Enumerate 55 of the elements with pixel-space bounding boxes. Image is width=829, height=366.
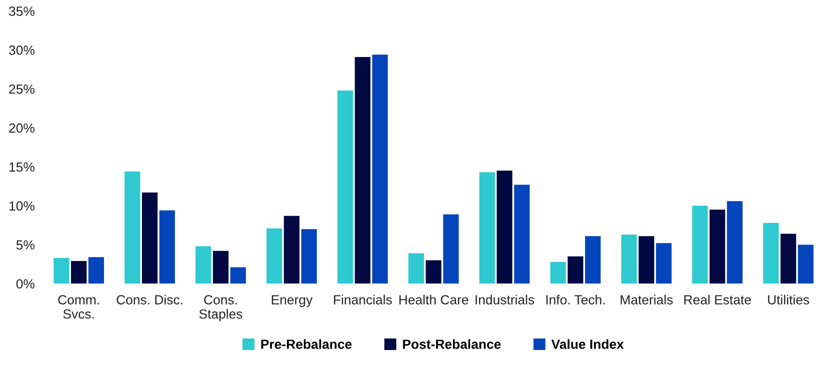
bar [798,244,814,284]
bar [514,184,530,284]
x-tick-label: Real Estate [684,294,751,304]
bar [426,260,442,284]
bar [621,234,637,284]
bar [496,170,512,284]
bar [568,256,584,284]
x-tick-label: Utilities [768,294,810,304]
bar [284,216,300,284]
x-tick-label: Energy [272,295,313,308]
bar [638,236,654,284]
x-tick-label: Cons. Staples [199,295,242,322]
bar [443,214,459,284]
y-tick-label: 25% [9,84,34,94]
x-tick-label: Materials [620,294,673,304]
bar [372,54,388,284]
y-tick-label: 5% [16,240,34,250]
y-tick-label: 30% [9,46,34,55]
bar [726,201,743,284]
legend-label: Pre-Rebalance [261,339,352,349]
x-tick-label: Comm. Svcs. [58,295,99,319]
bar [656,243,672,284]
bar [196,246,212,284]
bar [159,210,175,284]
bar [710,210,726,284]
bar [230,267,246,284]
bar [763,222,779,284]
x-tick-label: Industrials [476,294,534,304]
bar [212,250,229,284]
bar [337,90,354,284]
bar [692,206,708,284]
bar [301,229,317,284]
x-tick-label: Info. Tech. [546,294,605,304]
bar [550,262,566,284]
y-tick-label: 35% [9,6,34,16]
bar [54,258,70,284]
bar [479,172,495,284]
y-tick-label: 0% [16,279,34,289]
bar [408,253,424,284]
bar [71,261,87,284]
bar [124,171,140,284]
bar [142,192,158,284]
y-tick-label: 10% [10,201,34,211]
y-tick-label: 20% [9,123,34,133]
x-tick-label: Cons. Disc. [116,294,182,304]
legend-label: Value Index [551,339,624,349]
y-tick-label: 15% [10,162,34,172]
bar [88,257,104,284]
bar [266,228,282,284]
legend-label: Post-Rebalance [403,339,501,349]
bar [780,234,796,284]
x-tick-label: Health Care [399,294,468,304]
bar [354,56,370,284]
x-tick-label: Financials [334,294,392,304]
bar [585,236,601,284]
